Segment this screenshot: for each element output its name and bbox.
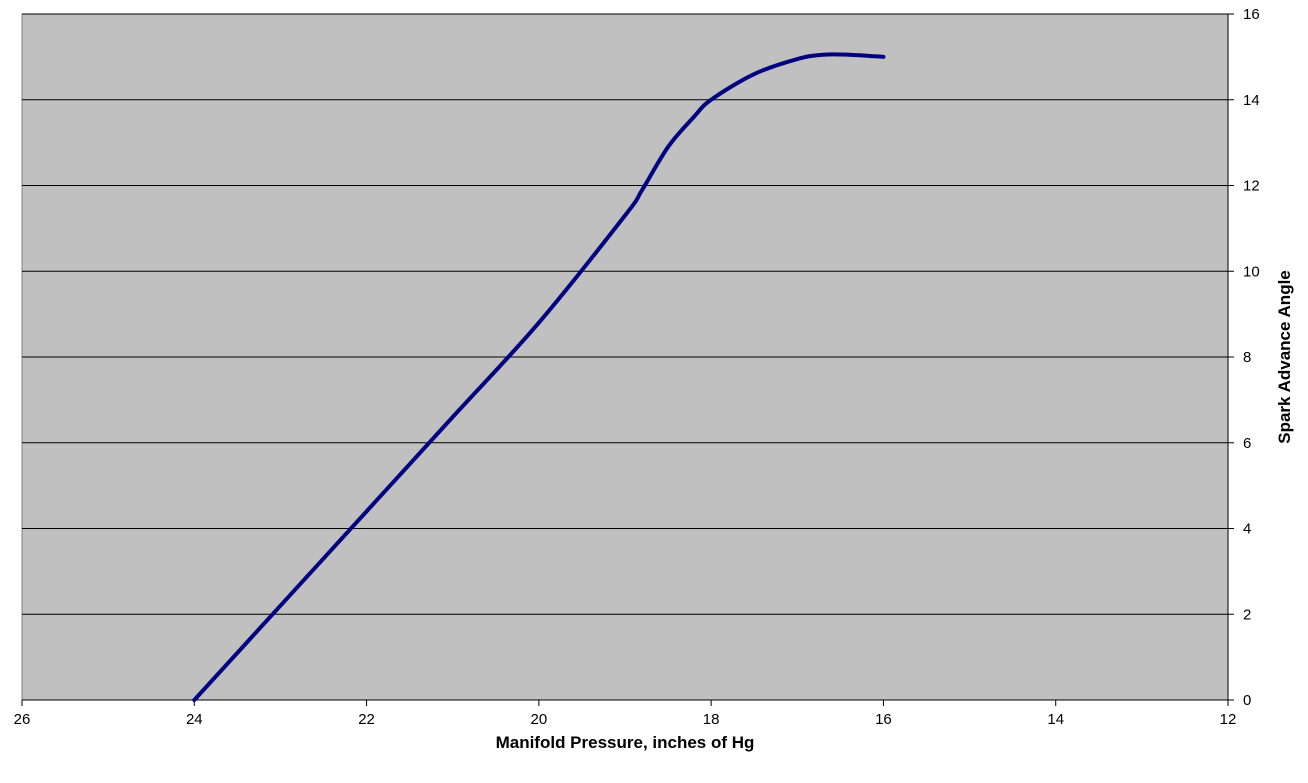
y-tick-label: 10: [1243, 263, 1260, 280]
y-tick-label: 16: [1243, 6, 1260, 23]
series-line: [192, 52, 886, 702]
y-tick-label: 0: [1243, 692, 1251, 709]
y-tick-label: 2: [1243, 606, 1251, 623]
y-axis-title: Spark Advance Angle: [1275, 270, 1294, 444]
x-tick-label: 12: [1220, 711, 1237, 728]
x-tick-label: 14: [1047, 711, 1064, 728]
x-tick-labels: 26 24 22 20 18 16 14 12: [14, 711, 1237, 728]
axes: [21, 13, 1234, 706]
series: [192, 52, 886, 702]
x-axis-title: Manifold Pressure, inches of Hg: [496, 733, 755, 752]
x-tick-label: 26: [14, 711, 31, 728]
y-tick-label: 14: [1243, 92, 1260, 109]
y-tick-label: 4: [1243, 521, 1251, 538]
y-tick-label: 12: [1243, 178, 1260, 195]
x-tick-label: 24: [186, 711, 203, 728]
x-tick-label: 20: [531, 711, 548, 728]
y-tick-label: 6: [1243, 435, 1251, 452]
x-tick-label: 22: [358, 711, 375, 728]
y-tick-labels: 0 2 4 6 8 10 12 14 16: [1243, 6, 1260, 709]
x-tick-label: 18: [703, 711, 720, 728]
y-tick-label: 8: [1243, 349, 1251, 366]
x-tick-label: 16: [875, 711, 892, 728]
grid-lines: [22, 13, 1228, 615]
